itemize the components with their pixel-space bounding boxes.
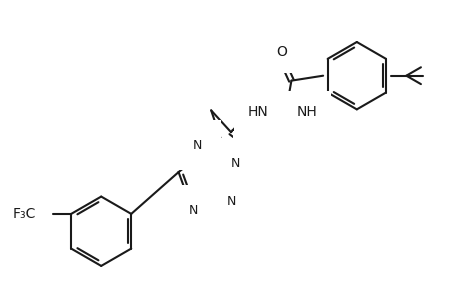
Text: HN: HN [247, 105, 268, 119]
Text: F₃C: F₃C [12, 207, 35, 221]
Text: N: N [189, 204, 198, 217]
Text: O: O [247, 145, 257, 159]
Text: O: O [275, 45, 286, 59]
Text: N: N [230, 157, 240, 170]
Text: NH: NH [296, 105, 316, 119]
Text: N: N [192, 139, 202, 152]
Text: N: N [226, 195, 235, 208]
